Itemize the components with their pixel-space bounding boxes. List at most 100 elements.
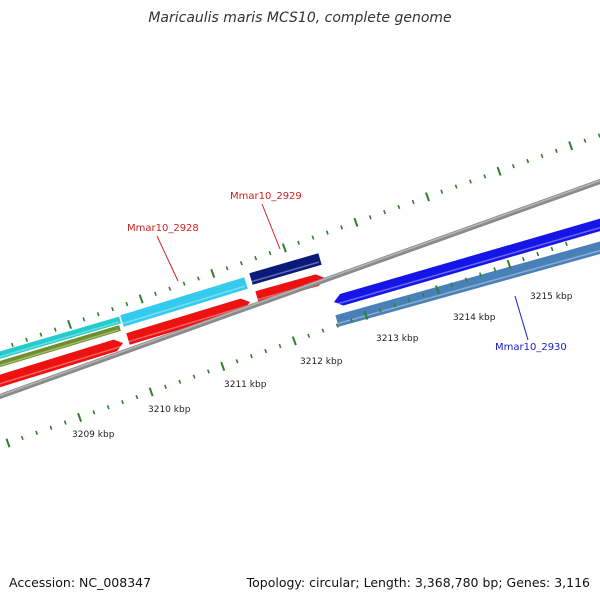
lower-tick-15 [220,361,226,371]
scale-label-5: 3214 kbp [453,313,496,323]
scale-label-6: 3215 kbp [530,292,573,302]
lower-tick-36 [521,257,525,262]
upper-tick-39 [554,148,558,154]
gene-teal-left [0,316,121,359]
lower-tick-25 [363,310,369,320]
lower-tick-38 [550,246,554,252]
upper-tick-19 [268,250,272,256]
genome-summary: Topology: circular; Length: 3,368,780 bp… [246,575,590,590]
gene-label-leader-2 [514,295,529,341]
lower-tick-33 [479,272,482,277]
lower-tick-11 [164,384,167,389]
upper-tick-38 [540,153,544,159]
lower-tick-32 [464,277,468,282]
lower-tick-34 [493,267,497,272]
lower-tick-1 [20,435,24,441]
lower-tick-31 [450,282,454,287]
gene-olive-left-shine [0,329,119,367]
scale-label-1: 3210 kbp [148,405,191,415]
gene-blue-shine [334,226,600,306]
upper-tick-10 [138,294,144,304]
lower-tick-19 [278,343,282,349]
lower-tick-17 [249,354,253,359]
upper-tick-36 [511,164,515,169]
gene-navy-2929 [249,253,322,285]
gene-label-0: Mmar10_2928 [127,223,199,234]
upper-tick-27 [383,209,386,215]
upper-tick-30 [425,192,430,202]
upper-tick-18 [254,255,258,261]
gene-red-left-shine [0,345,123,385]
upper-tick-24 [340,225,344,230]
lower-tick-6 [92,410,96,415]
scale-label-0: 3209 kbp [72,430,115,440]
lower-tick-3 [49,425,53,430]
upper-tick-14 [197,276,200,281]
genome-backbone [0,178,600,400]
lower-tick-4 [63,420,67,425]
upper-tick-13 [182,281,186,286]
upper-tick-6 [82,317,86,322]
lower-tick-26 [378,308,382,313]
lower-tick-5 [77,412,83,423]
lower-tick-28 [407,297,411,303]
scale-labels: 3209 kbp 3210 kbp 3211 kbp 3212 kbp 3213 kbp… [72,292,573,440]
scale-label-2: 3211 kbp [224,380,267,390]
lower-tick-27 [393,302,396,308]
upper-tick-1 [10,342,14,348]
accession-text: Accession: NC_008347 [9,575,152,590]
gene-cyan-2928 [120,277,248,327]
gene-navy-2929-shine [251,261,320,283]
upper-tick-7 [96,312,100,317]
gene-red-right [255,274,325,303]
lower-tick-16 [235,359,239,364]
lower-tick-23 [335,323,339,328]
upper-tick-15 [210,268,216,278]
upper-tick-22 [311,235,315,240]
gene-steel-2930 [335,241,600,327]
upper-tick-21 [297,240,301,245]
upper-tick-11 [154,291,157,296]
upper-tick-32 [454,184,458,189]
lower-tick-9 [135,394,139,400]
gene-label-1: Mmar10_2929 [230,191,302,202]
lower-tick-24 [350,318,354,323]
upper-tick-29 [411,199,415,205]
lower-tick-37 [536,251,540,257]
lower-tick-18 [264,348,268,354]
upper-tick-20 [281,243,287,253]
upper-tick-31 [440,189,444,194]
lower-tick-2 [35,430,39,435]
gene-steel-2930-shine [337,249,600,325]
upper-tick-9 [125,301,129,307]
upper-tick-12 [168,286,172,291]
gene-label-leader-0 [156,235,179,282]
upper-tick-2 [25,337,29,342]
lower-tick-12 [178,379,182,384]
scale-ticks [0,133,600,448]
gene-red-mid-shine [128,304,250,343]
lower-tick-13 [192,374,196,379]
backbone-highlight [0,179,600,397]
gene-features [0,218,600,388]
lower-tick-20 [291,336,297,346]
scale-label-3: 3212 kbp [300,357,343,367]
upper-tick-23 [325,230,329,235]
upper-tick-41 [583,138,587,143]
lower-tick-14 [207,369,210,374]
gene-label-2: Mmar10_2930 [495,342,567,353]
upper-tick-25 [353,217,359,227]
gene-cyan-2928-shine [122,285,246,325]
lower-tick-8 [121,399,124,405]
upper-tick-37 [526,158,530,164]
upper-tick-3 [39,332,43,337]
lower-tick-21 [307,333,311,338]
lower-tick-35 [506,259,512,269]
scale-label-4: 3213 kbp [376,334,419,344]
backbone-line [0,178,600,400]
upper-tick-4 [53,327,57,332]
lower-tick-30 [435,285,440,295]
gene-label-leader-1 [261,203,281,250]
